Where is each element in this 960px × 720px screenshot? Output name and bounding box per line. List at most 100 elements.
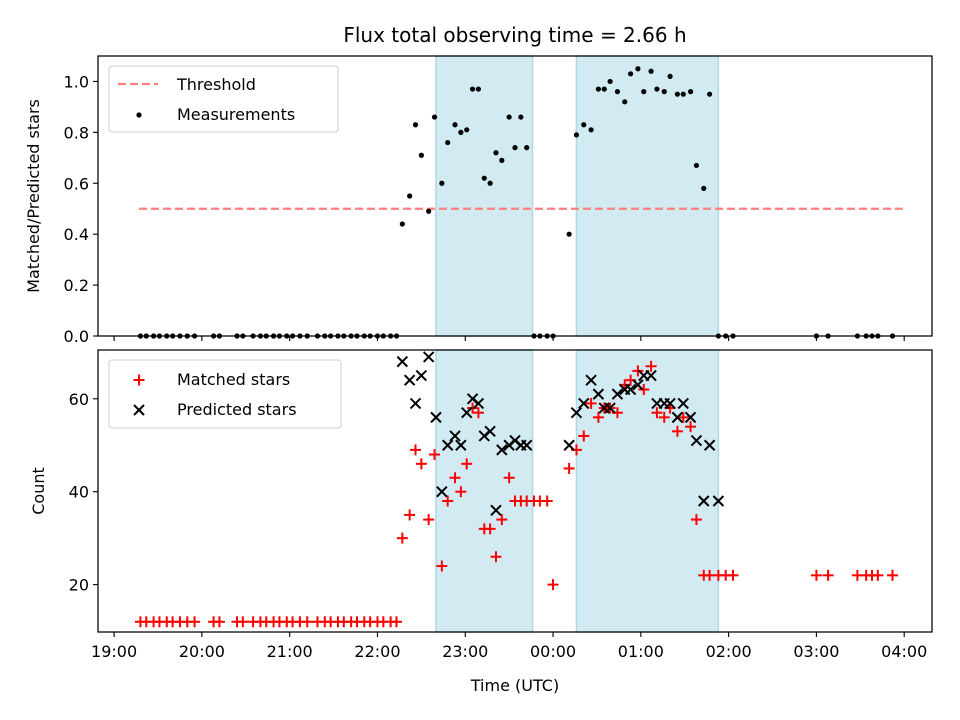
predicted-star-point bbox=[441, 439, 454, 451]
measurement-point bbox=[524, 145, 530, 151]
measurement-point bbox=[399, 221, 405, 227]
matched-star-point bbox=[213, 616, 225, 628]
predicted-star-point bbox=[703, 439, 716, 451]
matched-star-point bbox=[503, 472, 515, 484]
predicted-star-point bbox=[684, 411, 697, 424]
ratio-plot-frame bbox=[97, 55, 933, 337]
y-tick-label: 0.4 bbox=[64, 225, 89, 244]
predicted-star-point bbox=[436, 485, 448, 498]
highlight-band-2 bbox=[575, 55, 720, 337]
chart-title: Flux total observing time = 2.66 h bbox=[343, 23, 686, 47]
matched-star-point bbox=[404, 509, 416, 521]
matched-star-point bbox=[472, 407, 484, 419]
measurement-point bbox=[407, 193, 413, 199]
predicted-star-point bbox=[592, 388, 605, 400]
measurement-point bbox=[439, 180, 445, 186]
matched-star-point bbox=[658, 411, 670, 423]
measurement-point bbox=[661, 89, 667, 95]
x-axis-label: Time (UTC) bbox=[470, 676, 559, 695]
y-tick-label: 1.0 bbox=[64, 72, 89, 91]
matched-star-point bbox=[822, 569, 834, 581]
matched-star-point bbox=[301, 616, 313, 628]
y-tick-label: 0.0 bbox=[64, 327, 89, 346]
matched-star-point bbox=[390, 616, 402, 628]
counts-legend: Matched stars Predicted stars bbox=[108, 359, 342, 429]
measurement-point bbox=[614, 89, 621, 95]
matched-star-point bbox=[442, 495, 454, 507]
measurement-point bbox=[469, 86, 476, 92]
matched-star-point bbox=[671, 425, 683, 437]
measurement-point bbox=[588, 127, 594, 133]
matched-star-point bbox=[429, 449, 441, 461]
matched-star-point bbox=[690, 514, 702, 526]
predicted-star-point bbox=[611, 388, 624, 400]
matched-star-point bbox=[651, 407, 663, 419]
matched-star-point bbox=[490, 551, 502, 563]
matched-star-point bbox=[563, 462, 575, 474]
matched-star-point bbox=[237, 616, 249, 628]
matched-star-point bbox=[455, 486, 467, 498]
x-tick-label: 23:00 bbox=[442, 642, 488, 661]
predicted-star-point bbox=[604, 402, 616, 414]
x-tick-label: 04:00 bbox=[881, 642, 927, 661]
legend-measurements-marker bbox=[136, 112, 142, 118]
legend-predicted-label: Predicted stars bbox=[177, 400, 297, 419]
y-tick-label: 0.8 bbox=[64, 123, 89, 142]
x-tick-label: 03:00 bbox=[793, 642, 839, 661]
measurement-point bbox=[431, 114, 438, 120]
y-tick-label: 40 bbox=[69, 483, 89, 502]
measurement-point bbox=[487, 180, 493, 186]
predicted-star-point bbox=[396, 355, 409, 368]
predicted-star-point bbox=[677, 397, 689, 410]
matched-star-point bbox=[423, 514, 435, 526]
measurement-point bbox=[667, 73, 673, 79]
matched-star-point bbox=[685, 421, 697, 433]
matched-star-point bbox=[467, 402, 479, 414]
measurement-point bbox=[475, 86, 482, 92]
measurement-point bbox=[426, 208, 432, 214]
x-tick-label: 20:00 bbox=[179, 642, 225, 661]
y-tick-label: 60 bbox=[69, 390, 89, 409]
predicted-star-point bbox=[409, 397, 422, 410]
predicted-star-point bbox=[664, 397, 676, 410]
predicted-star-point bbox=[671, 411, 684, 424]
matched-star-point bbox=[872, 569, 884, 581]
matched-star-point bbox=[189, 616, 201, 628]
measurement-point bbox=[601, 86, 607, 92]
highlight-band-1 bbox=[435, 349, 534, 633]
y-tick-label: 20 bbox=[69, 576, 89, 595]
x-tick-label: 21:00 bbox=[267, 642, 313, 661]
matched-star-point bbox=[449, 472, 461, 484]
predicted-star-point bbox=[578, 397, 590, 410]
legend-threshold-label: Threshold bbox=[176, 75, 256, 94]
predicted-star-point bbox=[430, 411, 442, 424]
ratio-legend-box bbox=[108, 65, 339, 133]
measurement-point bbox=[707, 91, 713, 97]
predicted-star-point bbox=[472, 397, 485, 410]
matched-star-point bbox=[496, 514, 508, 526]
predicted-star-point bbox=[496, 444, 508, 456]
predicted-star-point bbox=[570, 407, 583, 419]
matched-star-point bbox=[727, 569, 739, 581]
ratio-panel: 0.0 0.2 0.4 0.6 0.8 1.0 Matched/Predicted sta… bbox=[24, 55, 933, 346]
predicted-star-point bbox=[449, 430, 461, 442]
measurement-point bbox=[458, 129, 464, 135]
predicted-star-point bbox=[484, 425, 496, 438]
predicted-star-point bbox=[403, 374, 416, 386]
counts-x-ticks: 19:00 20:00 21:00 22:00 23:00 00:00 01:00 02:00… bbox=[91, 632, 927, 661]
counts-y-axis-label: Count bbox=[29, 467, 48, 515]
measurement-point bbox=[687, 89, 694, 95]
matched-star-point bbox=[415, 458, 427, 470]
matched-star-point bbox=[886, 569, 898, 581]
y-tick-label: 0.2 bbox=[64, 276, 89, 295]
measurement-point bbox=[595, 86, 602, 92]
x-tick-label: 22:00 bbox=[354, 642, 400, 661]
predicted-star-point bbox=[520, 439, 533, 451]
counts-panel: 20 40 60 19:00 20:00 21:00 22:00 23:00 00:00 01:… bbox=[29, 349, 933, 695]
predicted-star-point bbox=[422, 351, 435, 363]
matched-star-point bbox=[585, 397, 597, 409]
highlight-bands bbox=[435, 55, 720, 337]
measurement-point bbox=[518, 114, 524, 120]
matched-star-point bbox=[484, 523, 496, 535]
